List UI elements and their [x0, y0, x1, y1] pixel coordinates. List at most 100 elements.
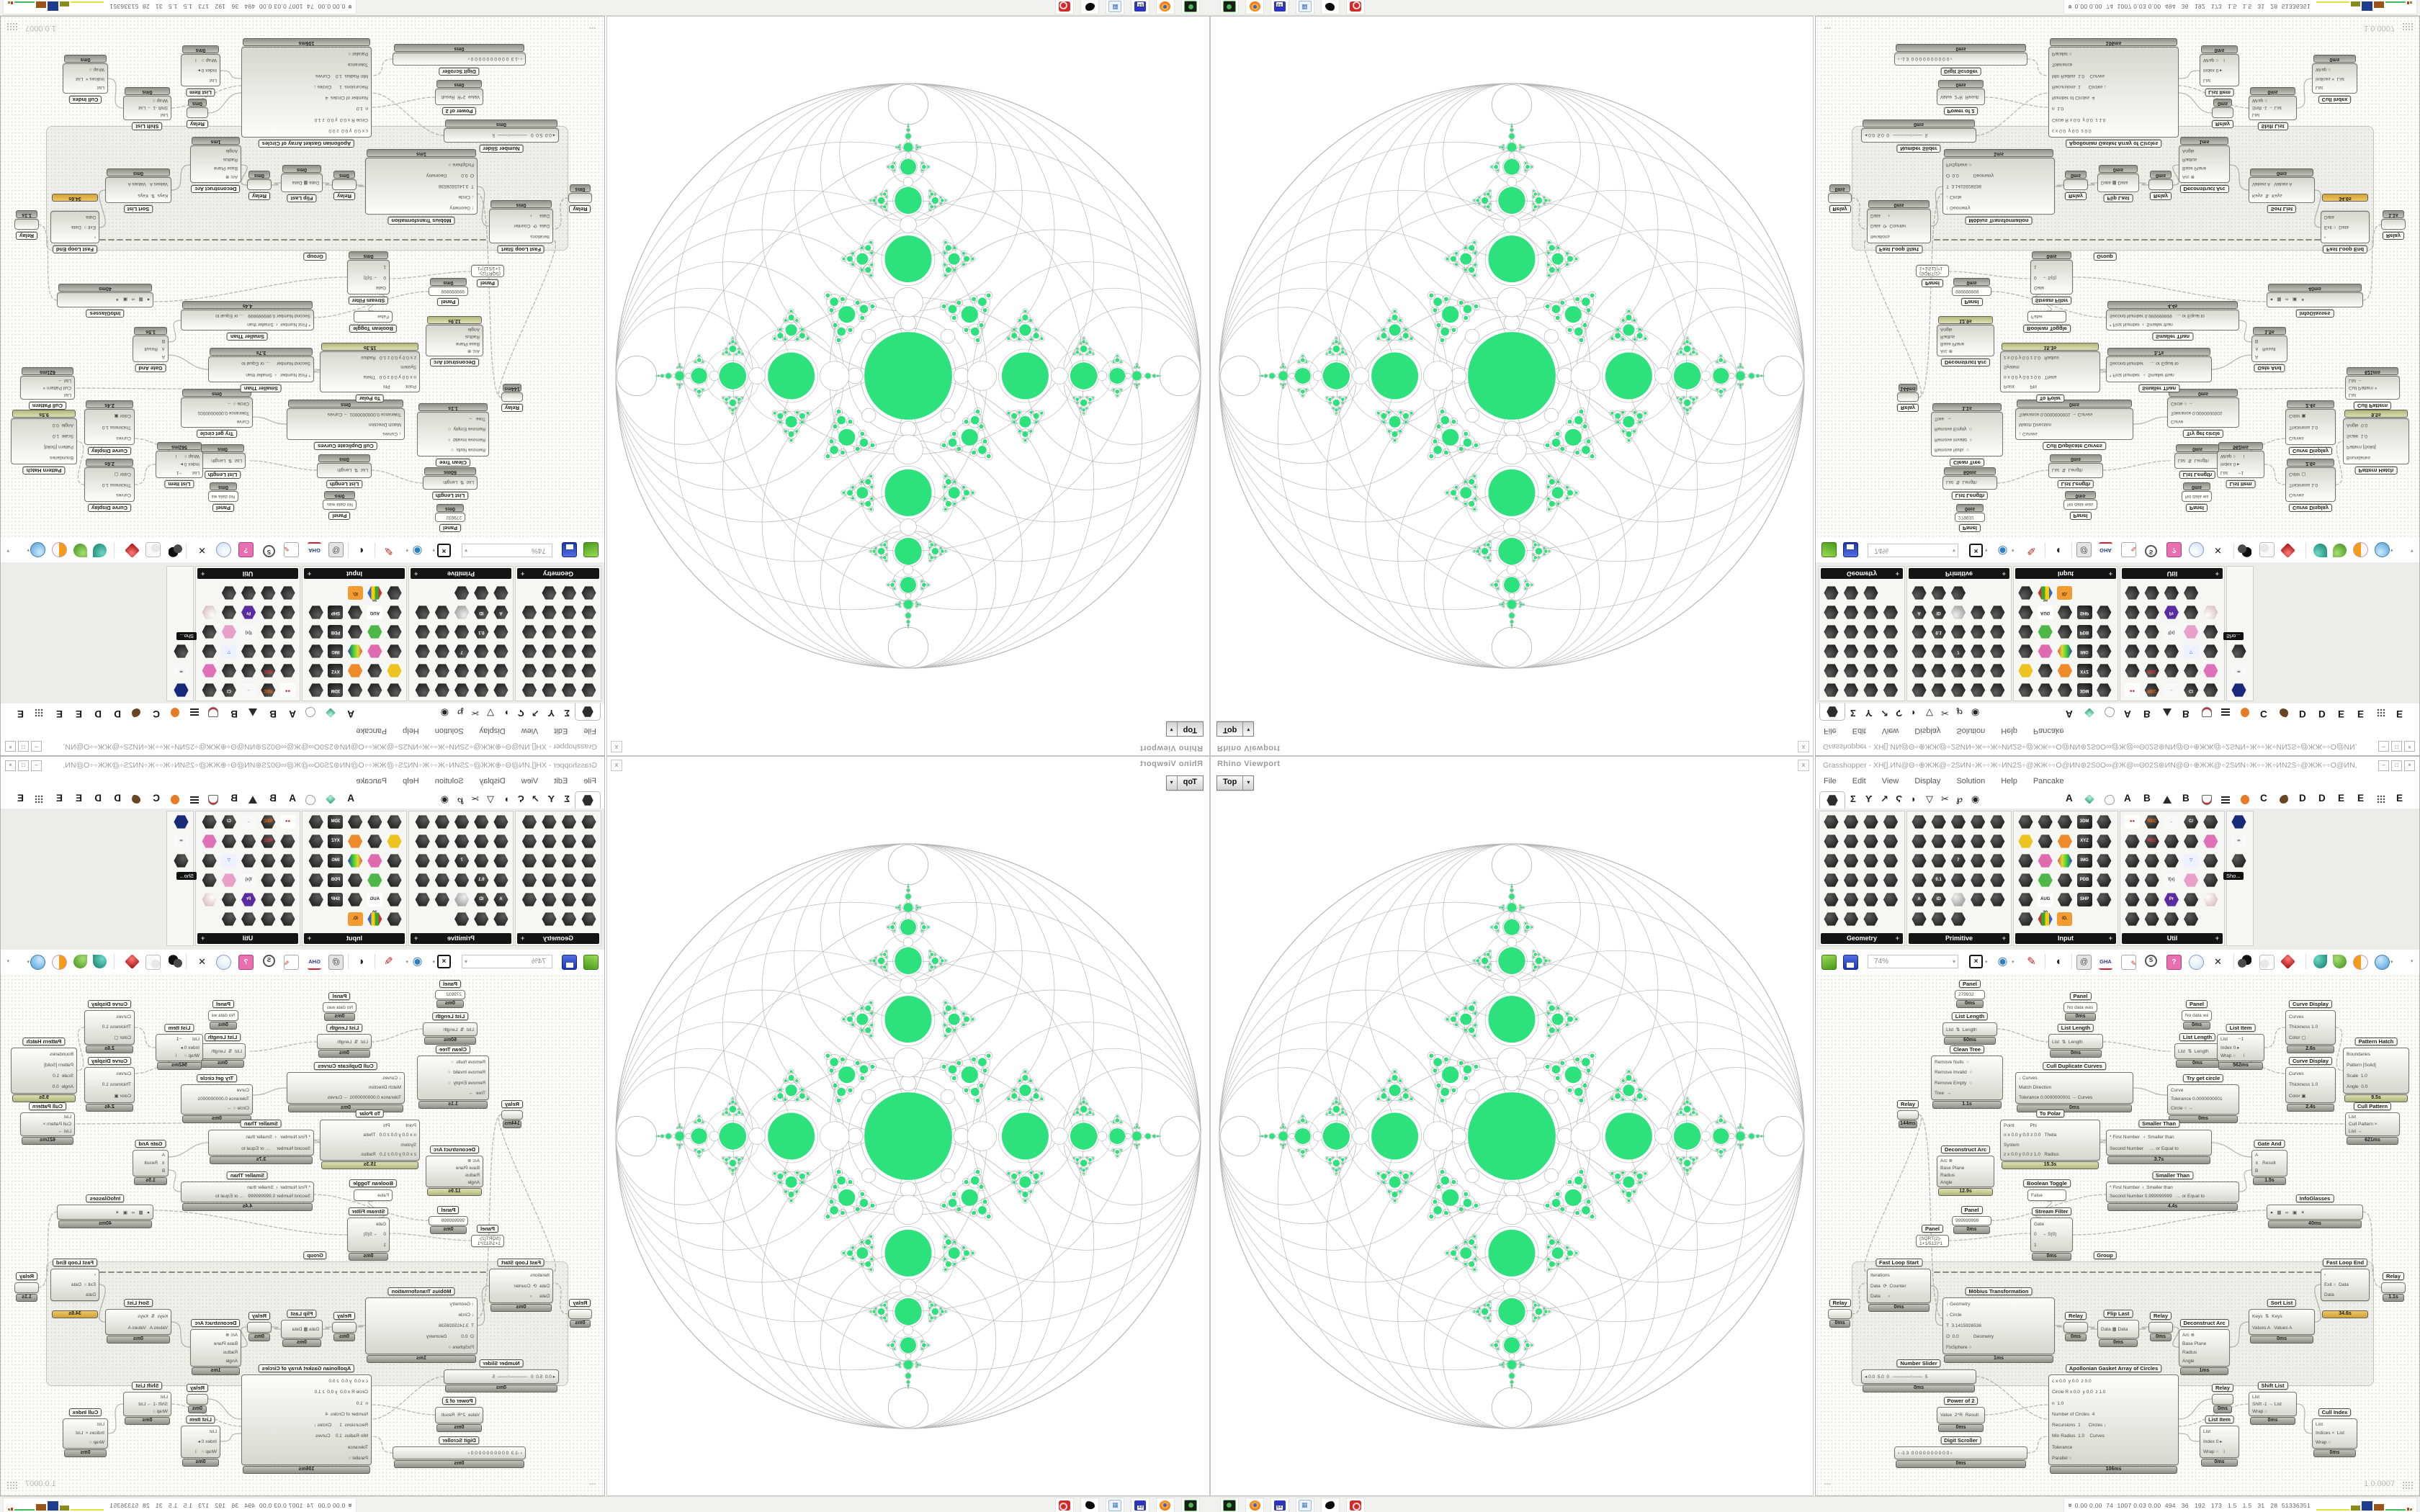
- gh-node-relay[interactable]: [1828, 193, 1852, 203]
- cluster-white-spheres-icon[interactable]: [2259, 955, 2275, 970]
- gh-node-label[interactable]: Gate And: [2254, 364, 2285, 372]
- component-icon[interactable]: [2164, 834, 2179, 848]
- rhino-viewport-window[interactable]: Rhino Viewport x Top ▾: [1210, 16, 1814, 756]
- panel-expand-icon[interactable]: +: [2002, 935, 2006, 942]
- gh-node-curve-display[interactable]: Curves Thickness 1.0 Color ▣: [84, 1067, 135, 1103]
- gh-node-label[interactable]: List Item: [2226, 1024, 2256, 1032]
- component-icon[interactable]: [1931, 912, 1946, 926]
- gh-node-relay[interactable]: [501, 392, 523, 402]
- gh-node-pattern-hatch[interactable]: Boundaries Pattern [Solid] Scale 1.0 Angle …: [2343, 1048, 2409, 1094]
- component-icon[interactable]: 7: [1950, 854, 1966, 868]
- gh-node-label[interactable]: Deconstruct Arc: [2179, 1319, 2229, 1327]
- gh-node-relay[interactable]: [501, 1110, 523, 1120]
- taskbar-item[interactable]: [1220, 0, 1239, 14]
- component-icon[interactable]: SHP: [2076, 893, 2092, 906]
- gh-node-label[interactable]: List Item: [186, 1416, 215, 1423]
- minimize-button[interactable]: –: [2378, 760, 2389, 771]
- tab-icon-display[interactable]: ◉: [1971, 793, 1980, 804]
- gh-node-label[interactable]: Cull Index: [68, 1408, 102, 1416]
- gh-node-curve-display[interactable]: Curves Thickness 1.0 Color ▢: [2285, 467, 2336, 502]
- gh-node-label[interactable]: Panel: [328, 512, 351, 520]
- component-icon[interactable]: [2097, 815, 2112, 829]
- tab-params-active[interactable]: [1819, 791, 1845, 810]
- gh-node-apollonian-gasket-array-of-circles[interactable]: c x 0.0 y 0.0 z 0.0 Circle R x 0.0 y 0.0 …: [241, 1374, 372, 1465]
- gh-node-label[interactable]: Smaller Than: [2151, 333, 2194, 341]
- gh-node-label[interactable]: Panel: [1921, 1225, 1944, 1233]
- component-icon[interactable]: [2125, 834, 2140, 848]
- gh-node-label[interactable]: List Item: [2226, 480, 2256, 488]
- gh-node-label[interactable]: Relay: [15, 1272, 38, 1280]
- gh-node-boolean-toggle[interactable]: False: [2027, 311, 2066, 323]
- tab-plugin-b-6[interactable]: B: [2182, 793, 2190, 804]
- taskbar-item[interactable]: [1296, 0, 1314, 14]
- gh-node-label[interactable]: List Length: [204, 471, 241, 479]
- component-icon[interactable]: [1990, 815, 2005, 829]
- sketch-pen-icon[interactable]: ✎: [2027, 955, 2036, 968]
- gh-node-label[interactable]: Cull Duplicate Curves: [2043, 442, 2106, 450]
- taskbar-item[interactable]: [1346, 1498, 1365, 1512]
- gh-node-try-get-circle[interactable]: Curve Tolerance 0.0000000001 Circle ○ →: [2167, 397, 2239, 428]
- gh-group-label[interactable]: Group: [303, 253, 327, 261]
- gh-node-label[interactable]: Number Slider: [1896, 1359, 1941, 1367]
- gh-node-relay[interactable]: [2381, 1282, 2406, 1293]
- gh-node-list-item[interactable]: List −1 Index 0 ▸ Wrap ○ i: [2217, 1034, 2264, 1061]
- gh-node-relay[interactable]: [247, 179, 272, 190]
- gh-node-label[interactable]: List Length: [2179, 1033, 2216, 1041]
- gh-node-cull-index[interactable]: List Indices × List Wrap ○: [2312, 63, 2357, 94]
- component-icon[interactable]: [2097, 893, 2112, 906]
- component-icon[interactable]: [1912, 834, 1927, 848]
- gh-node-cull-duplicate-curves[interactable]: ↓ Curves Match Direction Tolerance 0.00000…: [287, 1072, 405, 1104]
- component-icon[interactable]: [1950, 873, 1966, 887]
- gh-node-label[interactable]: List Length: [326, 480, 363, 488]
- tab-icon-transform[interactable]: ℘: [1956, 793, 1963, 804]
- gh-node-relay[interactable]: [332, 1322, 357, 1333]
- component-icon[interactable]: [2018, 912, 2033, 926]
- gh-node-relay[interactable]: [2148, 1322, 2173, 1333]
- viewport-view-dropdown[interactable]: Top ▾: [1165, 775, 1204, 791]
- gh-node-label[interactable]: Relay: [1829, 1299, 1851, 1307]
- component-icon[interactable]: [1931, 815, 1946, 829]
- component-icon[interactable]: ID.: [2057, 912, 2073, 926]
- gh-node-label[interactable]: Relay: [15, 232, 38, 240]
- tab-icon-surface[interactable]: ◗: [1911, 793, 1917, 804]
- tab-plugin-d-12[interactable]: D: [2299, 793, 2306, 804]
- gh-node-label[interactable]: Panel: [439, 980, 462, 988]
- component-icon[interactable]: [1912, 873, 1927, 887]
- tab-icon-waffle[interactable]: [2221, 795, 2230, 804]
- gh-node-label[interactable]: Cull Pattern: [28, 402, 67, 410]
- gh-node-list-item[interactable]: List −1 Index 0 ▸ Wrap ○ i: [156, 451, 203, 478]
- gh-node-boolean-toggle[interactable]: False: [354, 1189, 393, 1201]
- taskbar-item[interactable]: [1181, 0, 1200, 14]
- gh-node-list-length[interactable]: List ⇅ Length: [200, 1043, 246, 1059]
- gh-node-label[interactable]: Cull Pattern: [2353, 402, 2392, 410]
- component-icon[interactable]: [2144, 893, 2159, 906]
- component-icon[interactable]: [2018, 815, 2033, 829]
- gh-node-label[interactable]: Pattern Hatch: [2354, 467, 2398, 474]
- tab-icon-orange[interactable]: [2241, 795, 2249, 804]
- component-icon[interactable]: [1863, 893, 1878, 906]
- gh-node-list-item[interactable]: List Index 0 ▸ Wrap ○ i: [181, 1426, 220, 1458]
- canvas-zoom-input[interactable]: 74% ▾: [1868, 955, 1958, 968]
- gh-node-label[interactable]: Curve Display: [2288, 504, 2333, 512]
- gh-node-label[interactable]: Relay: [2149, 192, 2172, 200]
- tab-icon-intersect[interactable]: ✂: [1941, 793, 1949, 804]
- gh-node-m-bius-transformation[interactable]: ↑ Geometry ↓ Circle T 3.1415926536 O 0.0 Ge…: [1942, 158, 2055, 215]
- gh-resize-grip-icon[interactable]: [2402, 22, 2414, 31]
- gh-node-panel[interactable]: (SQRT(2)- 1+1/512)*1: [1916, 265, 1949, 277]
- gh-node-panel[interactable]: No data was: [208, 1010, 238, 1021]
- taskbar-item[interactable]: [1321, 0, 1340, 14]
- component-icon[interactable]: [1843, 834, 1859, 848]
- gh-node-label[interactable]: Number Slider: [479, 145, 524, 153]
- gh-node-label[interactable]: Shift List: [2257, 1382, 2288, 1390]
- gh-node-list-item[interactable]: List Index 0 ▸ Wrap ○ i: [181, 54, 220, 86]
- gh-node-label[interactable]: List Length: [2179, 471, 2216, 479]
- gh-node-label[interactable]: Relay: [569, 1299, 591, 1307]
- component-icon[interactable]: [1824, 912, 1839, 926]
- gh-node-m-bius-transformation[interactable]: ↑ Geometry ↓ Circle T 3.1415926536 O 0.0 Ge…: [1942, 1297, 2055, 1354]
- gh-node-apollonian-gasket-array-of-circles[interactable]: c x 0.0 y 0.0 z 0.0 Circle R x 0.0 y 0.0 …: [241, 47, 372, 138]
- chevron-down-icon[interactable]: ▾: [1166, 722, 1178, 736]
- gh-node-label[interactable]: List Item: [2205, 1416, 2234, 1423]
- component-icon[interactable]: [1863, 912, 1878, 926]
- gh-node-to-polar[interactable]: Point Phi o x 0.0 y 0.0 z 0.0 Theta System…: [320, 1120, 420, 1161]
- gh-node-label[interactable]: Deconstruct Arc: [429, 1146, 480, 1153]
